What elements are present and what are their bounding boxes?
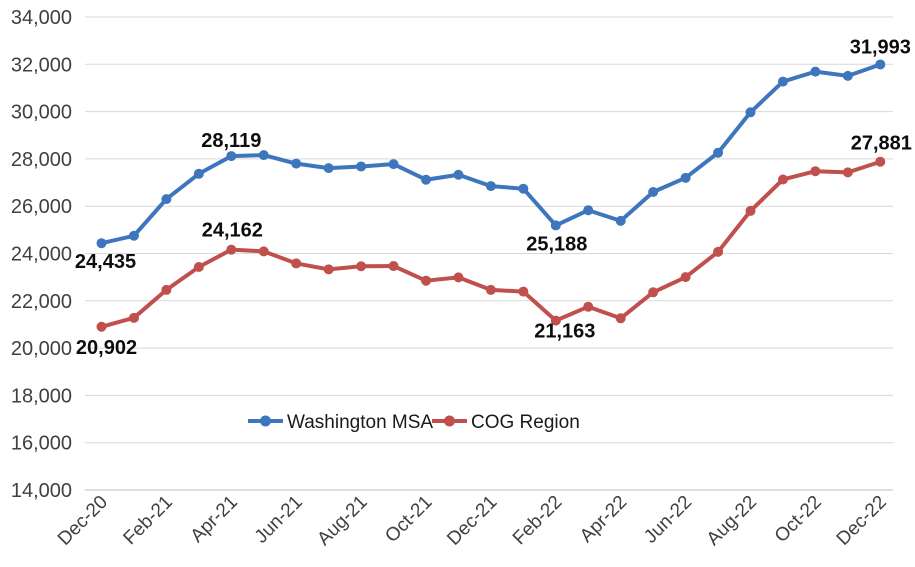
data-label: 24,435	[75, 251, 136, 273]
data-point-marker	[777, 174, 788, 185]
y-tick-label: 26,000	[11, 196, 72, 218]
y-axis-labels: 14,000 16,000 18,000 20,000 22,000 24,000 26,0…	[11, 7, 72, 502]
data-point-marker	[615, 313, 626, 324]
series-washington-msa	[96, 59, 886, 249]
data-label: 21,163	[534, 321, 595, 343]
data-point-marker	[291, 258, 302, 269]
data-point-marker	[96, 238, 107, 249]
data-point-marker	[453, 169, 464, 180]
data-point-marker	[713, 147, 724, 158]
data-label: 24,162	[202, 220, 263, 242]
legend-item-cog-region: COG Region	[432, 412, 580, 433]
x-tick-label: Apr-22	[576, 492, 631, 547]
data-point-marker	[518, 286, 529, 297]
y-tick-label: 22,000	[11, 291, 72, 313]
y-tick-label: 16,000	[11, 433, 72, 455]
data-point-marker	[323, 163, 334, 174]
x-tick-label: Jun-21	[251, 492, 307, 548]
data-point-marker	[648, 187, 659, 198]
x-tick-label: Oct-21	[381, 492, 436, 547]
legend-item-washington-msa: Washington MSA	[248, 412, 433, 433]
data-point-marker	[161, 284, 172, 295]
legend-dot-icon	[260, 415, 271, 427]
data-point-marker	[323, 264, 334, 275]
data-label: 31,993	[850, 36, 911, 58]
data-point-marker	[421, 174, 431, 185]
data-point-marker	[777, 76, 788, 87]
data-point-marker	[550, 315, 561, 326]
data-point-marker	[356, 161, 367, 172]
legend-label: Washington MSA	[287, 412, 433, 433]
data-point-marker	[713, 246, 724, 257]
data-point-marker	[810, 66, 821, 77]
data-label: 20,902	[76, 337, 137, 359]
y-tick-label: 14,000	[11, 480, 72, 502]
data-point-marker	[96, 321, 107, 332]
x-tick-label: Aug-21	[313, 492, 371, 550]
data-point-marker	[810, 166, 821, 177]
data-point-marker	[648, 287, 659, 298]
x-tick-label: Aug-22	[703, 492, 761, 550]
data-point-marker	[258, 246, 269, 257]
data-point-marker	[875, 156, 886, 167]
data-point-marker	[680, 172, 691, 183]
gridlines	[85, 16, 893, 491]
data-point-marker	[615, 215, 626, 226]
x-tick-label: Dec-21	[443, 492, 501, 550]
x-tick-label: Feb-22	[509, 492, 566, 549]
y-tick-label: 30,000	[11, 102, 72, 124]
data-point-marker	[193, 168, 204, 179]
y-tick-label: 20,000	[11, 338, 72, 360]
legend-dot-icon	[444, 415, 455, 427]
y-tick-label: 32,000	[11, 54, 72, 76]
y-tick-label: 34,000	[11, 7, 72, 29]
data-label: 25,188	[526, 233, 587, 255]
data-point-marker	[485, 284, 496, 295]
y-tick-label: 28,000	[11, 149, 72, 171]
x-tick-label: Feb-21	[120, 492, 177, 549]
data-point-marker	[291, 158, 302, 169]
data-point-marker	[583, 301, 594, 312]
data-point-marker	[842, 167, 853, 178]
data-point-marker	[388, 261, 399, 272]
x-tick-label: Dec-22	[833, 492, 891, 550]
data-point-marker	[680, 272, 691, 283]
data-point-marker	[550, 220, 561, 231]
data-point-marker	[128, 312, 139, 323]
data-point-marker	[583, 205, 594, 216]
data-point-marker	[226, 244, 237, 255]
x-tick-label: Jun-22	[640, 492, 696, 548]
data-labels: 24,435 28,119 25,188 31,993 20,902 24,162 21,1…	[75, 36, 912, 358]
series-line	[99, 62, 883, 246]
data-point-marker	[226, 151, 237, 162]
data-point-marker	[388, 159, 399, 170]
data-label: 28,119	[201, 130, 261, 152]
data-point-marker	[875, 59, 886, 70]
data-point-marker	[258, 150, 269, 161]
data-point-marker	[193, 261, 204, 272]
data-point-marker	[161, 194, 172, 205]
data-point-marker	[485, 181, 496, 192]
y-tick-label: 18,000	[11, 385, 72, 407]
data-point-marker	[453, 272, 464, 283]
legend: Washington MSA COG Region	[248, 412, 580, 433]
data-label: 27,881	[851, 133, 912, 155]
x-tick-label: Oct-22	[771, 492, 826, 547]
data-point-marker	[421, 275, 431, 286]
x-axis-labels: Dec-20 Feb-21 Apr-21 Jun-21 Aug-21 Oct-21 Dec-…	[54, 492, 891, 550]
data-point-marker	[128, 230, 139, 241]
data-point-marker	[518, 183, 529, 194]
y-tick-label: 24,000	[11, 244, 72, 266]
data-point-marker	[745, 107, 756, 118]
series-cog-region	[96, 156, 886, 332]
data-point-marker	[842, 70, 853, 81]
legend-label: COG Region	[471, 412, 580, 433]
data-point-marker	[745, 205, 756, 216]
x-tick-label: Apr-21	[187, 492, 242, 547]
data-point-marker	[356, 261, 367, 272]
